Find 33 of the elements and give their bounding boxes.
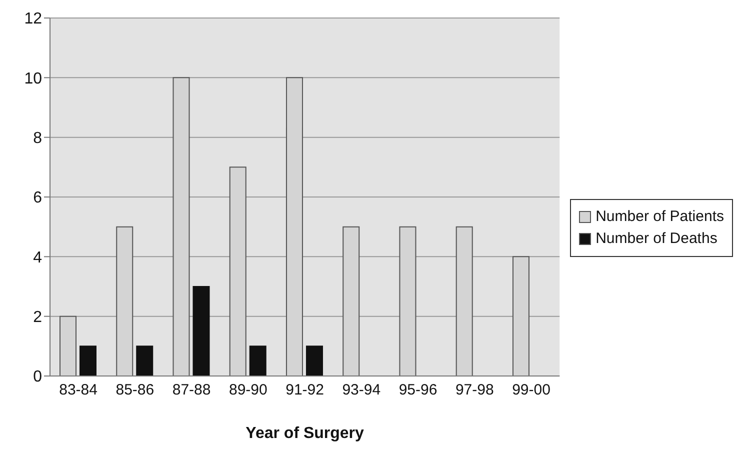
bar <box>399 226 416 376</box>
bar <box>192 286 210 376</box>
bar <box>80 346 96 376</box>
bar <box>116 226 134 376</box>
x-tick-label: 99-00 <box>512 382 550 399</box>
bar <box>306 346 323 376</box>
bar <box>172 77 190 376</box>
y-tick-label: 6 <box>33 190 42 207</box>
y-tick-label: 0 <box>33 368 42 386</box>
bar <box>229 166 246 376</box>
x-tick-label: 85-86 <box>116 382 154 399</box>
bar <box>512 256 530 376</box>
y-tick-label: 8 <box>33 130 42 148</box>
x-axis-title: Year of Surgery <box>246 425 364 442</box>
x-tick-label: 83-84 <box>59 382 98 399</box>
x-tick-label: 89-90 <box>228 382 268 399</box>
legend-label: Number of Patients <box>596 207 724 227</box>
bar <box>286 77 303 376</box>
legend-label: Number of Deaths <box>596 229 718 249</box>
bar <box>249 346 266 376</box>
x-tick-label: 97-98 <box>455 382 494 399</box>
y-tick-label: 10 <box>24 70 42 88</box>
bar <box>456 226 473 376</box>
bar <box>60 316 76 376</box>
x-tick-label: 95-96 <box>398 382 438 399</box>
bar <box>342 226 360 376</box>
y-tick-label: 2 <box>33 309 42 326</box>
y-tick-label: 12 <box>24 10 42 28</box>
x-tick-label: 93-94 <box>342 382 381 399</box>
x-tick-label: 91-92 <box>286 382 324 399</box>
x-tick-label: 87-88 <box>172 382 211 399</box>
y-tick-label: 4 <box>33 249 42 266</box>
bar <box>136 346 154 376</box>
